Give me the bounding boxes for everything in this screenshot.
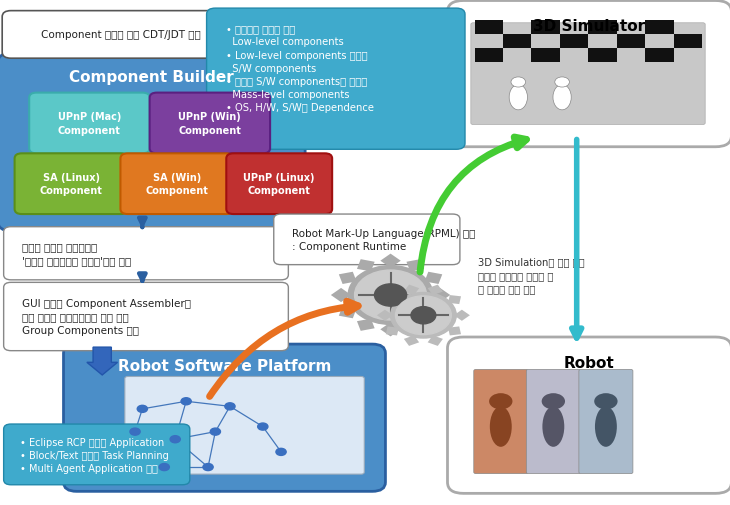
FancyBboxPatch shape [579,370,633,474]
Circle shape [258,423,268,430]
FancyBboxPatch shape [29,93,150,154]
Circle shape [555,78,569,88]
Ellipse shape [553,85,572,111]
Circle shape [594,393,618,410]
Bar [531,49,560,63]
Text: UPnP (Win)
Component: UPnP (Win) Component [178,112,242,135]
Text: Robot Software Platform: Robot Software Platform [118,359,331,374]
Ellipse shape [509,85,527,111]
Text: • Eclipse RCP 기반의 Application
• Block/Text 형태의 Task Planning
• Multi Agent Appli: • Eclipse RCP 기반의 Application • Block/Te… [20,437,169,473]
FancyBboxPatch shape [474,370,528,474]
Circle shape [210,428,220,435]
Circle shape [391,293,456,338]
Bar [617,35,645,49]
FancyBboxPatch shape [2,12,239,59]
Text: Robot Mark-Up Language(RPML) 실행
: Component Runtime: Robot Mark-Up Language(RPML) 실행 : Compon… [292,228,475,251]
Circle shape [396,296,451,335]
Circle shape [411,307,436,324]
Ellipse shape [542,407,564,447]
Ellipse shape [595,407,617,447]
Circle shape [181,398,191,405]
Text: GUI 기반의 Component Assembler로
응용 서비스 어플리케이션 개발 또는
Group Components 작성: GUI 기반의 Component Assembler로 응용 서비스 어플리케… [22,299,191,335]
Circle shape [542,393,565,410]
FancyBboxPatch shape [471,24,705,125]
FancyBboxPatch shape [125,377,364,474]
FancyBboxPatch shape [4,283,288,351]
Circle shape [137,406,147,413]
Text: 3D Simulator: 3D Simulator [534,19,645,34]
FancyBboxPatch shape [0,54,305,231]
Circle shape [170,436,180,443]
Bar [474,49,503,63]
Text: 3D Simulation을 통해 실제
로봇과 비교하여 동일한 시
험 결과를 확인 가능: 3D Simulation을 통해 실제 로봇과 비교하여 동일한 시 험 결과… [478,257,585,293]
Bar [588,21,617,35]
Circle shape [489,393,512,410]
FancyBboxPatch shape [207,9,465,150]
FancyBboxPatch shape [4,424,190,485]
Text: Component 개발을 위한 CDT/JDT 사용: Component 개발을 위한 CDT/JDT 사용 [41,30,200,40]
Circle shape [203,464,213,471]
Bar [474,21,503,35]
Text: 개발된 다양한 컴포넌트는
'지능형 소프트웨어 플랫폼'에서 사용: 개발된 다양한 컴포넌트는 '지능형 소프트웨어 플랫폼'에서 사용 [22,242,131,265]
FancyBboxPatch shape [4,227,288,280]
Bar [645,49,674,63]
Text: Robot: Robot [564,355,615,370]
Ellipse shape [490,407,512,447]
Bar [503,35,531,49]
FancyBboxPatch shape [274,215,460,265]
Circle shape [159,464,169,471]
Circle shape [225,403,235,410]
FancyArrow shape [87,347,118,375]
FancyBboxPatch shape [64,344,385,491]
FancyBboxPatch shape [226,154,332,215]
Circle shape [374,284,407,307]
Text: SA (Win)
Component: SA (Win) Component [145,173,209,196]
Text: UPnP (Mac)
Component: UPnP (Mac) Component [58,112,121,135]
Bar [560,35,588,49]
FancyBboxPatch shape [447,337,730,493]
FancyBboxPatch shape [150,93,270,154]
Circle shape [355,271,426,320]
Bar [674,35,702,49]
Bar [645,21,674,35]
FancyBboxPatch shape [447,2,730,147]
FancyBboxPatch shape [15,154,128,215]
Circle shape [276,448,286,456]
Text: • 하드웨어 제어를 위한
  Low-level components
• Low-level components 이용한
  S/W components: • 하드웨어 제어를 위한 Low-level components • Low… [226,24,374,113]
FancyBboxPatch shape [526,370,580,474]
FancyBboxPatch shape [120,154,234,215]
Circle shape [511,78,526,88]
Text: SA (Linux)
Component: SA (Linux) Component [39,173,103,196]
Circle shape [348,266,433,325]
Text: UPnP (Linux)
Component: UPnP (Linux) Component [244,173,315,196]
Text: Component Builder: Component Builder [69,70,234,85]
Circle shape [130,428,140,435]
Bar [531,21,560,35]
Bar [588,49,617,63]
